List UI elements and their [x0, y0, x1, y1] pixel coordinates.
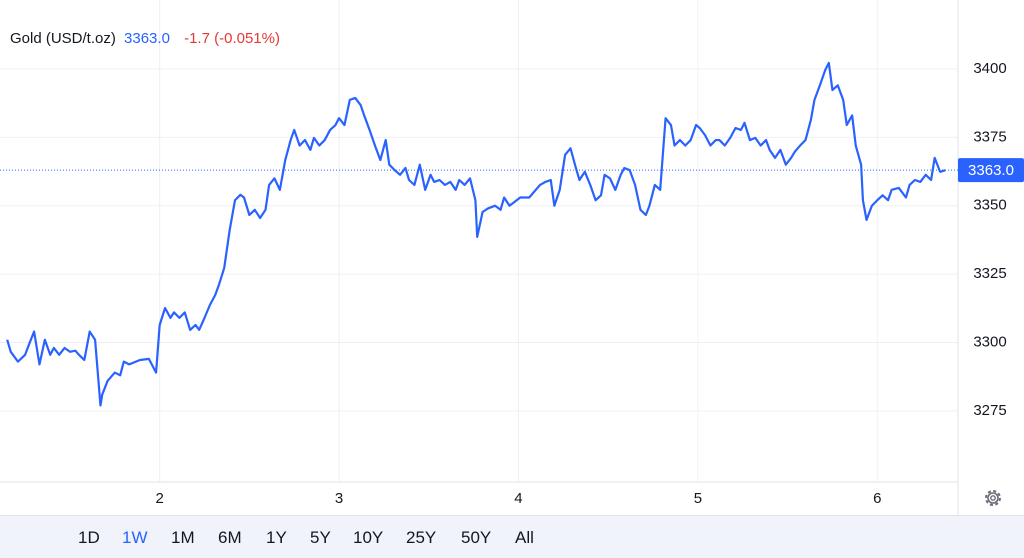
last-price: 3363.0	[124, 30, 170, 47]
range-button[interactable]: 1M	[171, 528, 195, 547]
y-tick-label: 3300	[973, 333, 1006, 350]
range-bar: 1D 1W 1M 6M 1Y 5Y 10Y 25Y 50Y All	[0, 515, 1024, 558]
chart: 3275 3300 3325 3350 3375 3400 2 3 4 5 6 3363.0	[0, 0, 1024, 515]
price-change: -1.7 (-0.051%)	[184, 30, 280, 47]
last-price-tag	[958, 158, 1024, 183]
header: Gold (USD/t.oz) 3363.0 -1.7 (-0.051%)	[10, 30, 280, 47]
y-tick-label: 3325	[973, 265, 1006, 282]
range-button[interactable]: 1Y	[266, 528, 287, 547]
x-tick-label: 3	[335, 490, 343, 507]
x-tick-label: 6	[873, 490, 881, 507]
x-tick-label: 4	[514, 490, 522, 507]
range-button[interactable]: 10Y	[353, 528, 384, 547]
range-button[interactable]: 5Y	[310, 528, 331, 547]
y-tick-label: 3275	[973, 402, 1006, 419]
range-button[interactable]: 25Y	[406, 528, 437, 547]
instrument-name: Gold (USD/t.oz)	[10, 30, 116, 47]
range-button[interactable]: All	[515, 528, 534, 547]
price-line	[6, 61, 946, 407]
range-button[interactable]: 6M	[218, 528, 242, 547]
settings-icon[interactable]	[985, 490, 1001, 506]
x-tick-label: 2	[155, 490, 163, 507]
x-tick-label: 5	[694, 490, 702, 507]
range-button[interactable]: 50Y	[461, 528, 492, 547]
range-button[interactable]: 1W	[122, 528, 148, 547]
y-tick-label: 3400	[973, 60, 1006, 77]
range-button[interactable]: 1D	[78, 528, 100, 547]
y-tick-label: 3375	[973, 128, 1006, 145]
y-tick-label: 3350	[973, 197, 1006, 214]
last-price-tag-label: 3363.0	[968, 162, 1014, 179]
